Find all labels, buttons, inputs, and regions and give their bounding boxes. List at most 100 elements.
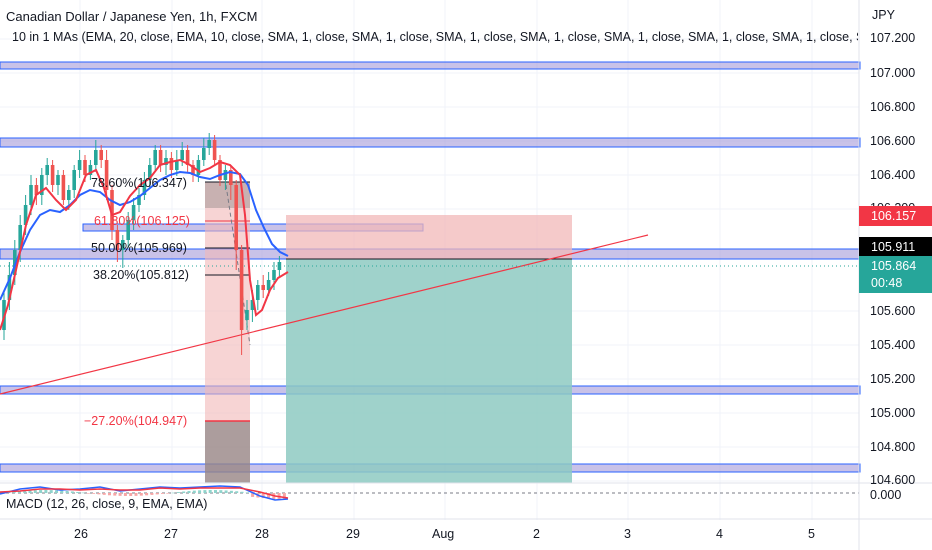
fib-label-500: 50.00%(105.969) <box>91 241 187 255</box>
macd-bar <box>176 492 180 493</box>
candle-body <box>169 158 174 170</box>
candle-body <box>272 270 276 280</box>
macd-bar <box>251 493 255 497</box>
candle-body <box>104 160 109 190</box>
currency-label[interactable]: JPY <box>872 8 895 22</box>
macd-bar <box>182 491 186 493</box>
price-tick: 106.600 <box>870 134 916 148</box>
macd-bar <box>49 490 53 493</box>
candle-body <box>56 175 60 185</box>
time-tick: Aug <box>432 527 455 541</box>
candle-body <box>29 185 33 205</box>
candle-body <box>239 250 244 330</box>
macd-bar <box>76 491 80 493</box>
macd-bar <box>102 493 106 495</box>
candle-body <box>77 160 82 170</box>
macd-bar <box>282 493 286 500</box>
macd-bar <box>129 493 133 496</box>
candle-body <box>148 165 152 180</box>
candle-body <box>99 150 103 160</box>
macd-bar <box>70 491 74 493</box>
candle-body <box>153 150 157 165</box>
macd-bar <box>171 492 175 494</box>
time-tick: 2 <box>533 527 540 541</box>
zone-107[interactable] <box>0 61 861 70</box>
price-tick: 104.600 <box>870 473 916 487</box>
macd-bar <box>192 490 196 493</box>
time-tick: 4 <box>716 527 723 541</box>
macd-bar <box>155 493 159 495</box>
candle-body <box>142 180 147 195</box>
ema-slow-line <box>0 170 289 301</box>
macd-bar <box>108 493 111 496</box>
candle-body <box>110 190 114 230</box>
macd-bar <box>166 493 170 494</box>
fib-label-618: 61.80%(106.125) <box>94 214 190 228</box>
macd-bar <box>134 493 138 496</box>
macd-bar <box>198 490 202 493</box>
macd-zero-tick: 0.000 <box>870 488 902 502</box>
macd-bar <box>81 492 85 494</box>
candle-body <box>175 160 179 170</box>
candle-body <box>137 195 141 205</box>
macd-bar <box>229 490 233 493</box>
candle-body <box>223 170 228 180</box>
macd-bar <box>161 493 164 494</box>
time-tick: 5 <box>808 527 815 541</box>
candle-body <box>13 250 17 275</box>
candle-body <box>45 165 49 175</box>
candle-body <box>212 140 217 160</box>
candle-body <box>126 220 130 240</box>
current-price-tag: 105.864 00:48 <box>859 256 932 293</box>
candle-body <box>250 300 255 310</box>
candle-body <box>180 150 184 160</box>
macd-bar <box>7 492 11 494</box>
candle-body <box>191 165 195 175</box>
candle-body <box>202 148 206 160</box>
macd-bar <box>39 490 43 493</box>
macd-bar <box>139 493 143 496</box>
bar-countdown: 00:48 <box>871 276 903 290</box>
candle-body <box>196 160 201 175</box>
zone-106-6[interactable] <box>0 137 861 148</box>
fib-label-382: 38.20%(105.812) <box>93 268 189 282</box>
price-tick: 104.800 <box>870 440 916 454</box>
macd-bar <box>261 493 265 499</box>
macd-bar <box>55 490 58 493</box>
fibonacci-retracement[interactable] <box>205 181 251 483</box>
macd-bar <box>118 493 122 496</box>
candle-body <box>256 285 260 300</box>
macd-legend[interactable]: MACD (12, 26, close, 9, EMA, EMA) <box>6 497 208 511</box>
macd-bar <box>187 491 191 493</box>
macd-bar <box>28 490 32 493</box>
price-tick: 105.400 <box>870 338 916 352</box>
candle-body <box>94 150 98 165</box>
target-price-tag: 106.157 <box>859 206 932 226</box>
fib-label-786: 78.60%(106.347) <box>91 176 187 190</box>
price-tick: 105.200 <box>870 372 916 386</box>
time-tick: 27 <box>164 527 178 541</box>
candle-body <box>83 160 87 175</box>
chart-title[interactable]: Canadian Dollar / Japanese Yen, 1h, FXCM <box>6 9 258 24</box>
indicator-legend[interactable]: 10 in 1 MAs (EMA, 20, close, EMA, 10, cl… <box>12 30 858 44</box>
price-tick: 107.000 <box>870 66 916 80</box>
macd-bar <box>113 493 117 496</box>
candle-body <box>245 310 249 320</box>
candle-body <box>261 285 265 290</box>
macd-bar <box>203 490 207 493</box>
candle-body <box>67 190 71 200</box>
candle-body <box>88 165 93 175</box>
macd-bar <box>240 491 244 493</box>
candle-body <box>266 280 271 290</box>
price-tick: 107.200 <box>870 31 916 45</box>
time-tick: 26 <box>74 527 88 541</box>
price-tick: 106.800 <box>870 100 916 114</box>
macd-bar <box>219 490 223 493</box>
macd-bar <box>267 493 270 499</box>
short-position-tool[interactable] <box>286 215 572 483</box>
macd-bar <box>245 492 249 493</box>
trend-line[interactable] <box>0 234 649 395</box>
fib-label-neg272: −27.20%(104.947) <box>84 414 188 428</box>
macd-bar <box>60 490 64 493</box>
